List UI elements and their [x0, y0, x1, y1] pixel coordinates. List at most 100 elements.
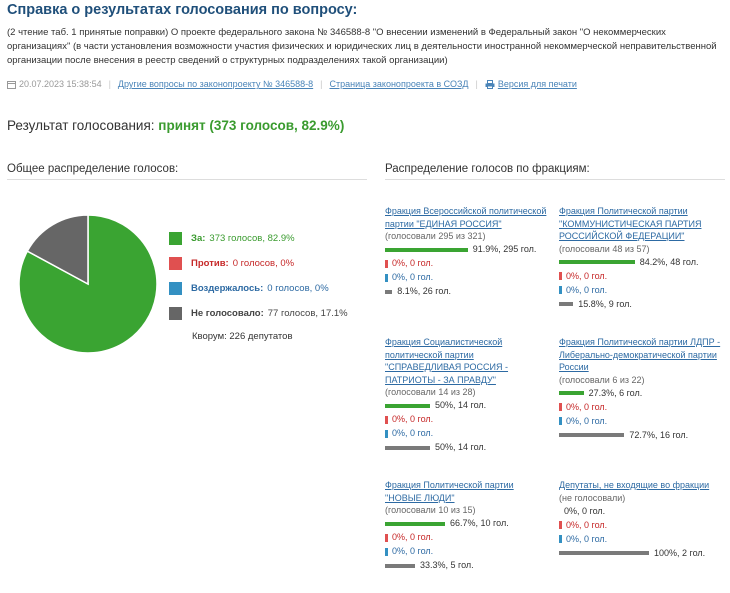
absent-value: 8.1%, 26 гол. [397, 286, 451, 297]
vote-result: Результат голосования: принят (373 голос… [7, 118, 344, 133]
divider [385, 179, 725, 180]
overall-pie-chart [18, 214, 158, 354]
abstain-icon [559, 535, 562, 543]
pie-slice-1 [18, 214, 158, 354]
abstain-value: 0%, 0 гол. [392, 546, 434, 557]
faction-abstain-row: 0%, 0 гол. [385, 271, 550, 285]
faction-link[interactable]: Фракция Социалистической политической па… [385, 337, 509, 385]
abstain-icon [385, 429, 388, 438]
meta-bar: 20.07.2023 15:38:54 | Другие вопросы по … [7, 79, 577, 89]
legend-swatch [169, 256, 182, 270]
legend-value: 77 голосов, 17.1% [267, 307, 348, 319]
for-value: 0%, 0 гол. [564, 505, 606, 516]
page-title: Справка о результатах голосования по воп… [7, 2, 358, 18]
abstain-value: 0%, 0 гол. [392, 272, 434, 283]
faction-voted-count: (не голосовали) [559, 492, 626, 503]
against-icon [559, 272, 562, 280]
calendar-icon [7, 80, 16, 89]
faction-for-row: 50%, 14 гол. [385, 399, 550, 413]
absent-value: 33.3%, 5 гол. [419, 560, 474, 571]
for-value: 91.9%, 295 гол. [472, 244, 537, 255]
faction-absent-row: 50%, 14 гол. [385, 441, 550, 455]
faction-abstain-row: 0%, 0 гол. [559, 283, 724, 297]
abstain-icon [385, 273, 388, 282]
legend-label: Не голосовало: [191, 307, 264, 319]
abstain-value: 0%, 0 гол. [392, 428, 434, 439]
for-value: 27.3%, 6 гол. [588, 387, 643, 398]
faction-voted-count: (голосовали 10 из 15) [385, 505, 476, 515]
vote-datetime: 20.07.2023 15:38:54 [19, 79, 102, 89]
sozd-page-link[interactable]: Страница законопроекта в СОЗД [329, 79, 469, 89]
faction-against-row: 0%, 0 гол. [385, 531, 550, 545]
faction-voted-count: (голосовали 6 из 22) [559, 374, 645, 385]
absent-bar [385, 445, 430, 450]
against-icon [559, 521, 562, 529]
abstain-icon [385, 547, 388, 556]
pie-slice-4 [26, 214, 89, 286]
legend-item: Не голосовало: 77 голосов, 17.1% [169, 306, 348, 320]
legend-swatch [169, 231, 182, 245]
factions-heading: Распределение голосов по фракциям: [385, 163, 590, 175]
quorum-text: Кворум: 226 депутатов [192, 331, 293, 342]
faction-absent-row: 100%, 2 гол. [559, 546, 724, 560]
legend-swatch [169, 306, 182, 320]
for-value: 50%, 14 гол. [435, 400, 487, 411]
faction-abstain-row: 0%, 0 гол. [559, 532, 724, 546]
faction-voted-count: (голосовали 48 из 57) [559, 243, 650, 254]
against-icon [559, 403, 562, 411]
absent-bar [559, 433, 625, 437]
faction-link[interactable]: Фракция Политической партии "КОММУНИСТИЧ… [559, 206, 702, 241]
result-label: Результат голосования: [7, 118, 155, 133]
faction-link[interactable]: Фракция Всероссийской политической парти… [385, 206, 547, 229]
faction-absent-row: 33.3%, 5 гол. [385, 559, 550, 573]
legend-item: Воздержалось: 0 голосов, 0% [169, 281, 329, 295]
other-questions-link[interactable]: Другие вопросы по законопроекту № 346588… [117, 79, 314, 89]
legend-label: Воздержалось: [191, 282, 264, 294]
faction-absent-row: 15.8%, 9 гол. [559, 297, 724, 311]
vote-description: (2 чтение таб. 1 принятые поправки) О пр… [7, 27, 717, 66]
for-bar [385, 521, 446, 526]
absent-value: 72.7%, 16 гол. [629, 429, 689, 440]
abstain-value: 0%, 0 гол. [566, 533, 608, 544]
absent-value: 100%, 2 гол. [654, 547, 706, 558]
legend-item: Против: 0 голосов, 0% [169, 256, 294, 270]
faction-absent-row: 72.7%, 16 гол. [559, 428, 724, 442]
against-value: 0%, 0 гол. [392, 532, 434, 543]
for-bar [559, 260, 635, 264]
against-value: 0%, 0 гол. [566, 401, 608, 412]
legend-value: 373 голосов, 82.9% [209, 232, 295, 244]
faction-for-row: 0%, 0 гол. [559, 504, 724, 518]
for-bar [385, 403, 430, 408]
absent-value: 15.8%, 9 гол. [578, 298, 632, 309]
faction-for-row: 91.9%, 295 гол. [385, 243, 550, 257]
legend-value: 0 голосов, 0% [267, 282, 329, 294]
faction-block: Фракция Политической партии "НОВЫЕ ЛЮДИ"… [385, 479, 550, 573]
faction-absent-row: 8.1%, 26 гол. [385, 285, 550, 299]
faction-block: Фракция Всероссийской политической парти… [385, 205, 550, 299]
faction-for-row: 84.2%, 48 гол. [559, 255, 724, 269]
abstain-value: 0%, 0 гол. [566, 284, 608, 295]
absent-bar [559, 302, 574, 306]
print-version-link[interactable]: Версия для печати [497, 79, 577, 89]
faction-for-row: 27.3%, 6 гол. [559, 386, 724, 400]
legend-swatch [169, 281, 182, 295]
for-bar [559, 391, 584, 395]
faction-abstain-row: 0%, 0 гол. [385, 545, 550, 559]
against-icon [385, 259, 388, 268]
faction-against-row: 0%, 0 гол. [385, 257, 550, 271]
separator: | [320, 79, 323, 89]
faction-against-row: 0%, 0 гол. [559, 518, 724, 532]
faction-link[interactable]: Фракция Политической партии ЛДПР - Либер… [559, 337, 721, 372]
faction-link[interactable]: Фракция Политической партии "НОВЫЕ ЛЮДИ" [385, 480, 514, 503]
against-value: 0%, 0 гол. [392, 414, 434, 425]
printer-icon[interactable] [485, 79, 495, 89]
against-icon [385, 533, 388, 542]
faction-link[interactable]: Депутаты, не входящие во фракции [559, 480, 710, 490]
result-value: принят (373 голосов, 82.9%) [158, 118, 345, 133]
faction-against-row: 0%, 0 гол. [385, 413, 550, 427]
divider [7, 179, 367, 180]
faction-against-row: 0%, 0 гол. [559, 269, 724, 283]
against-icon [385, 415, 388, 424]
against-value: 0%, 0 гол. [566, 270, 608, 281]
absent-bar [559, 551, 649, 555]
